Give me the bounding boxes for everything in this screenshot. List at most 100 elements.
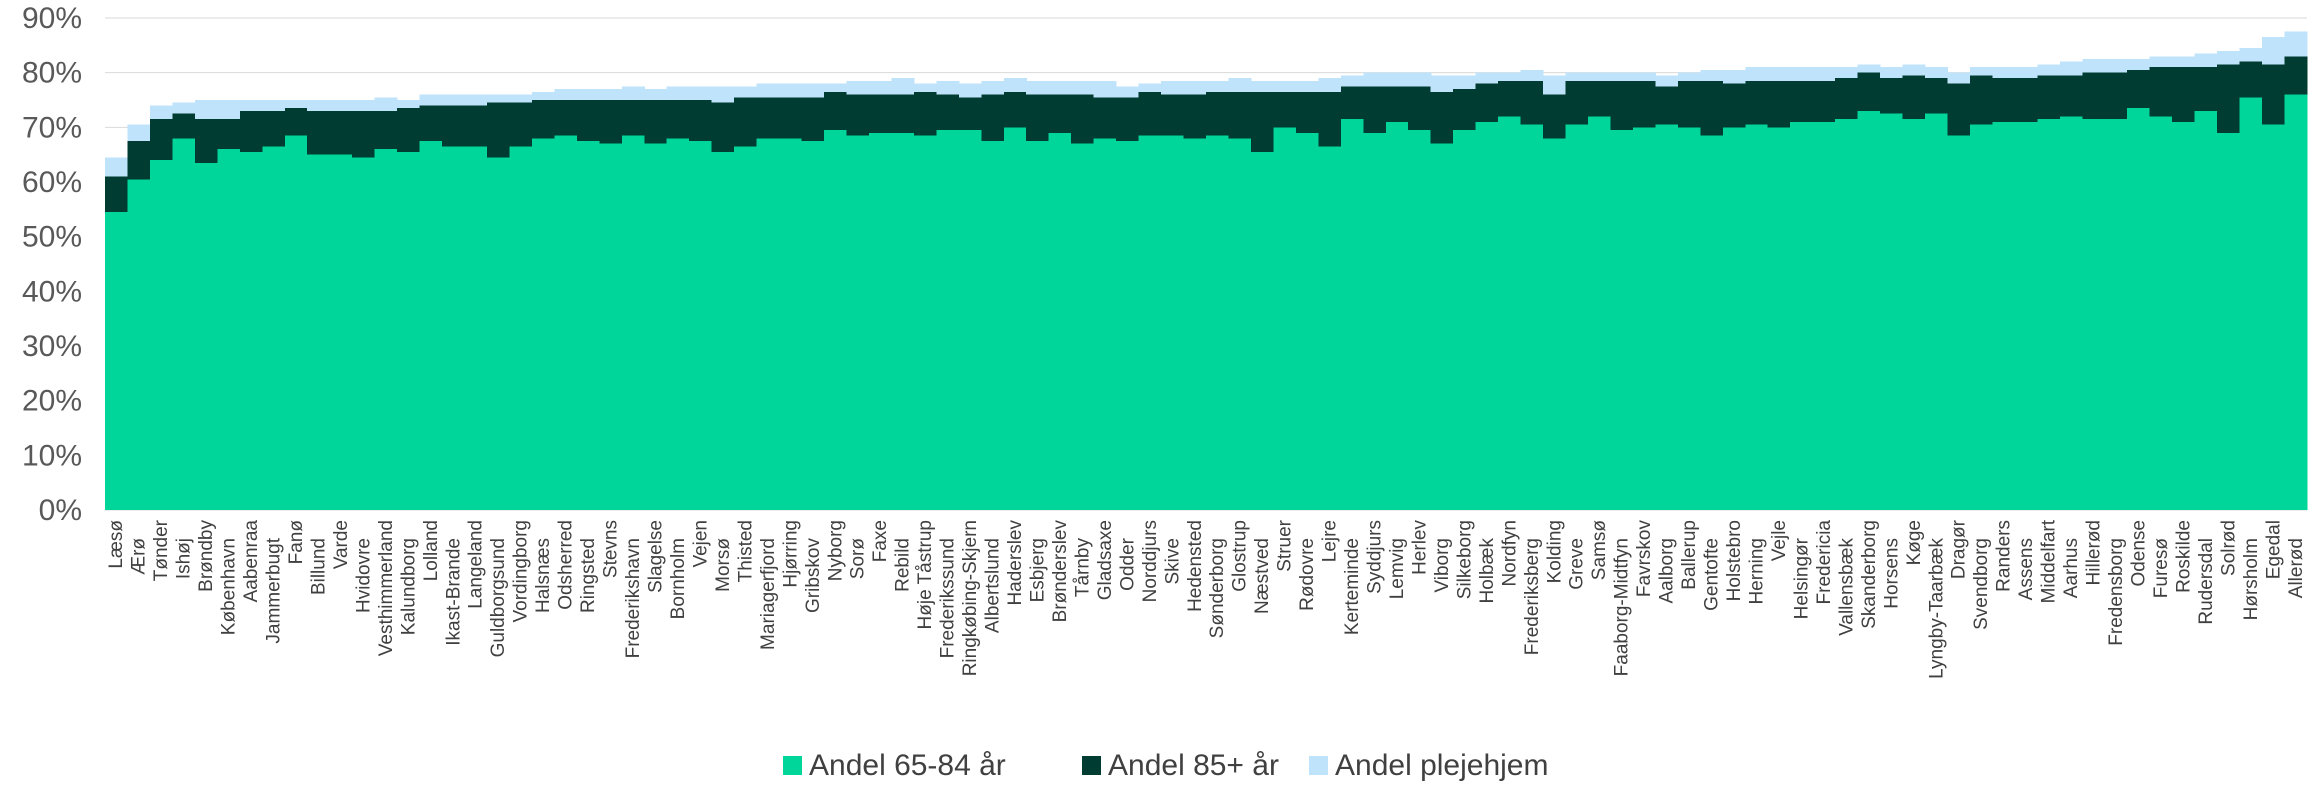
y-tick-label: 70% [22, 111, 82, 144]
bar-segment-andel-85plus [2104, 72, 2128, 120]
x-tick-label: Billund [308, 538, 329, 595]
bar-segment-andel-85plus [172, 113, 196, 139]
bar-segment-andel-85plus [576, 100, 600, 141]
x-tick-label: Tønder [151, 519, 172, 581]
x-tick-label: Slagelse [646, 520, 667, 593]
bar-segment-andel-65-84 [1767, 127, 1791, 510]
bar-segment-andel-85plus [239, 110, 263, 152]
bar-segment-andel-85plus [734, 97, 758, 147]
bar-segment-andel-plejehjem [981, 80, 1005, 95]
bar-segment-andel-85plus [1969, 75, 1994, 125]
bar-segment-andel-plejehjem [1161, 80, 1185, 95]
x-tick-label: Faaborg-Midtfyn [1612, 538, 1633, 676]
x-tick-label: Gentofte [1702, 538, 1723, 611]
x-tick-label: Kolding [1544, 520, 1565, 583]
bar-segment-andel-plejehjem [1880, 67, 1904, 79]
bar-segment-andel-65-84 [149, 160, 174, 510]
bar-segment-andel-85plus [599, 100, 623, 144]
bar-segment-andel-85plus [936, 94, 960, 131]
bar-segment-andel-85plus [1071, 94, 1095, 144]
legend-label: Andel 65-84 år [809, 749, 1006, 781]
bar-segment-andel-plejehjem [284, 100, 308, 109]
bar-segment-andel-65-84 [1408, 130, 1432, 510]
bar-segment-andel-plejehjem [1655, 75, 1679, 87]
bar-segment-andel-65-84 [2262, 124, 2286, 510]
bar-segment-andel-plejehjem [194, 100, 218, 120]
bar-segment-andel-65-84 [1138, 135, 1162, 510]
x-tick-label: Morsø [713, 538, 734, 592]
bar-segment-andel-plejehjem [374, 97, 398, 111]
bar-segment-andel-65-84 [2149, 116, 2173, 511]
bar-segment-andel-85plus [464, 105, 488, 147]
bar-segment-andel-85plus [1048, 94, 1072, 133]
bar-segment-andel-plejehjem [801, 83, 825, 98]
bar-segment-andel-85plus [1857, 72, 1881, 111]
bar-segment-andel-plejehjem [397, 100, 421, 109]
bar-segment-andel-plejehjem [1947, 72, 1971, 84]
bar-segment-andel-plejehjem [127, 124, 151, 141]
bar-segment-andel-85plus [2284, 56, 2308, 95]
bar-segment-andel-plejehjem [1700, 69, 1724, 81]
bar-segment-andel-plejehjem [1318, 78, 1342, 92]
bar-segment-andel-65-84 [1925, 113, 1949, 511]
bar-segment-andel-plejehjem [913, 83, 937, 92]
bar-segment-andel-65-84 [1003, 127, 1027, 510]
bar-segment-andel-65-84 [554, 135, 578, 510]
x-tick-label: Læsø [106, 520, 127, 569]
bar-segment-andel-plejehjem [2239, 48, 2263, 62]
x-tick-label: Køge [1904, 520, 1925, 565]
bar-segment-andel-65-84 [576, 141, 600, 510]
y-tick-label: 20% [22, 385, 82, 418]
x-tick-label: Glostrup [1230, 520, 1251, 592]
x-tick-label: Solrød [2218, 520, 2239, 576]
bar-segment-andel-85plus [486, 102, 511, 158]
x-tick-label: Sorø [848, 538, 869, 580]
bar-segment-andel-plejehjem [217, 100, 241, 120]
bar-segment-andel-65-84 [127, 179, 151, 510]
bar-segment-andel-plejehjem [262, 100, 286, 111]
bar-segment-andel-plejehjem [1273, 80, 1297, 92]
bar-segment-andel-85plus [2149, 67, 2173, 117]
bar-segment-andel-65-84 [1273, 127, 1297, 510]
legend-swatch [783, 756, 802, 775]
x-tick-label: Stevns [601, 520, 622, 578]
bar-segment-andel-85plus [1273, 91, 1297, 128]
bar-segment-andel-65-84 [105, 212, 129, 510]
bar-segment-andel-plejehjem [1206, 80, 1230, 92]
bar-segment-andel-plejehjem [442, 94, 466, 106]
bar-segment-andel-85plus [1116, 97, 1140, 141]
bar-segment-andel-65-84 [307, 154, 331, 511]
bar-segment-andel-plejehjem [644, 89, 668, 100]
x-tick-label: Gladsaxe [1095, 520, 1116, 600]
x-tick-label: Holbæk [1477, 538, 1498, 604]
bar-segment-andel-85plus [1610, 80, 1634, 131]
bar-segment-andel-85plus [1790, 80, 1814, 122]
bar-segment-andel-65-84 [958, 130, 982, 510]
bar-segment-andel-85plus [1385, 86, 1409, 122]
x-tick-label: Ringkøbing-Skjern [960, 520, 981, 676]
x-tick-label: Frederikshavn [623, 538, 644, 658]
bar-segment-andel-plejehjem [1430, 75, 1454, 92]
bar-segment-andel-plejehjem [172, 102, 196, 114]
bar-segment-andel-plejehjem [1790, 67, 1814, 81]
bar-segment-andel-65-84 [2014, 121, 2038, 511]
x-tick-label: Vordingborg [511, 520, 532, 622]
x-tick-label: Langeland [466, 520, 487, 609]
y-tick-label: 60% [22, 166, 82, 199]
bar-segment-andel-85plus [1475, 83, 1499, 122]
x-tick-label: Norddjurs [1140, 520, 1161, 602]
bar-segment-andel-plejehjem [1857, 64, 1881, 73]
x-tick-label: Odder [1117, 537, 1138, 590]
x-tick-label: Hedensted [1185, 520, 1206, 612]
bar-segment-andel-85plus [846, 94, 870, 136]
bar-segment-andel-85plus [1093, 97, 1117, 139]
bar-segment-andel-65-84 [1632, 127, 1656, 510]
x-tick-label: Næstved [1252, 538, 1273, 614]
bar-segment-andel-plejehjem [464, 94, 488, 106]
bar-segment-andel-85plus [756, 97, 780, 139]
bar-segment-andel-plejehjem [1453, 75, 1477, 90]
x-tick-label: Aalborg [1657, 538, 1678, 604]
bar-segment-andel-plejehjem [779, 83, 803, 98]
bar-segment-andel-85plus [1722, 83, 1746, 128]
